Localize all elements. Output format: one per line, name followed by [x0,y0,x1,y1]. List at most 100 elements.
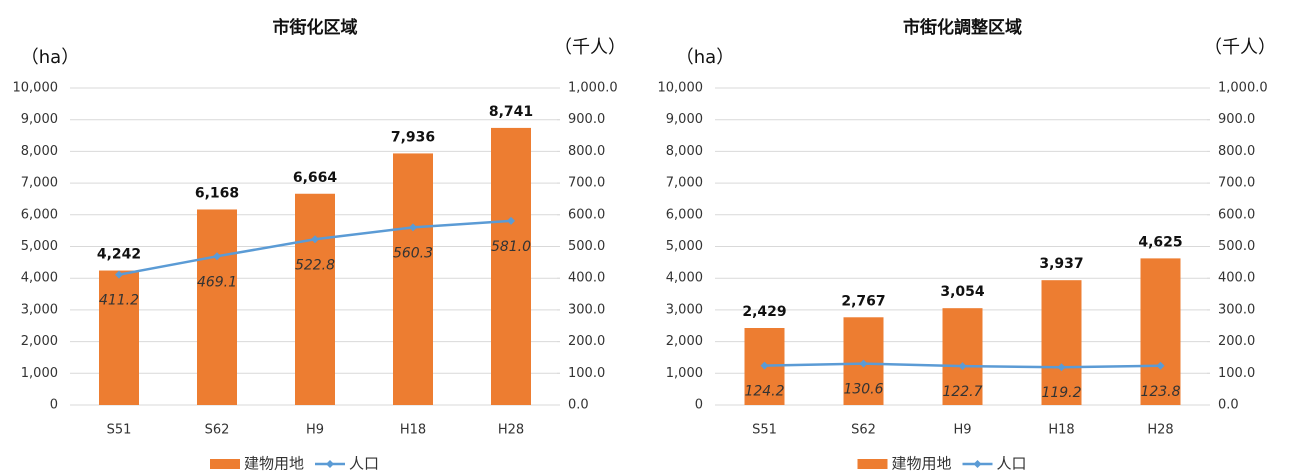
y-tick-label: 1,000 [666,366,703,381]
y-tick-label: 4,000 [21,271,58,286]
bar [99,270,139,405]
y2-tick-label: 500.0 [568,239,605,254]
bar-label: 6,664 [293,170,338,186]
y-tick-label: 0 [50,398,58,413]
y-axis-label: （ha） [21,47,79,68]
y2-tick-label: 700.0 [1218,176,1255,191]
bar [393,153,433,405]
bar-label: 4,242 [97,247,141,263]
y2-tick-label: 100.0 [568,366,605,381]
y2-tick-label: 200.0 [1218,334,1255,349]
line-label: 522.8 [295,257,335,273]
bar [942,308,983,405]
line-label: 130.6 [843,382,883,398]
bar [491,127,531,405]
bar [1041,280,1082,405]
y2-axis-label: （千人） [554,37,626,58]
legend-label: 建物用地 [892,455,952,473]
legend-swatch [210,459,240,469]
line-label: 469.1 [197,274,237,290]
y2-tick-label: 800.0 [1218,144,1255,159]
y-tick-label: 10,000 [13,81,59,96]
bar-label: 2,767 [841,293,885,309]
y2-tick-label: 900.0 [568,112,605,127]
y-tick-label: 2,000 [21,334,58,349]
y-tick-label: 7,000 [21,176,58,191]
bar [1140,258,1181,405]
legend-marker [326,460,334,468]
y-tick-label: 6,000 [666,207,703,222]
y-tick-label: 7,000 [666,176,703,191]
line-label: 124.2 [744,384,784,400]
y2-tick-label: 700.0 [568,176,605,191]
line-marker [507,216,515,225]
x-tick-label: S51 [107,423,132,438]
bar-label: 8,741 [489,104,533,120]
chart-title: 市街化調整区域 [903,17,1022,38]
y2-tick-label: 300.0 [1218,302,1255,317]
line-marker [311,235,319,244]
y-tick-label: 3,000 [666,302,703,317]
line-marker [115,270,123,279]
x-tick-label: H18 [1048,423,1074,438]
y2-tick-label: 1,000.0 [568,81,618,96]
legend-swatch [857,459,888,469]
bar-label: 3,937 [1039,256,1083,272]
line-label: 560.3 [393,245,433,261]
line-marker [859,359,868,368]
y-tick-label: 5,000 [666,239,703,254]
y2-tick-label: 200.0 [568,334,605,349]
y-tick-label: 2,000 [666,334,703,349]
x-tick-label: H28 [498,423,524,438]
legend-label: 建物用地 [244,455,304,473]
legend-marker [973,460,982,468]
x-tick-label: H28 [1147,423,1173,438]
x-tick-label: H9 [306,423,324,438]
y-tick-label: 10,000 [658,81,704,96]
y-tick-label: 4,000 [666,271,703,286]
y2-tick-label: 400.0 [1218,271,1255,286]
line-label: 122.7 [942,384,982,400]
line-marker [1057,363,1066,372]
line-label: 581.0 [491,239,531,255]
y-tick-label: 8,000 [21,144,58,159]
line-label: 119.2 [1041,385,1081,401]
y-tick-label: 5,000 [21,239,58,254]
y2-tick-label: 0.0 [568,398,589,413]
line-marker [958,362,967,371]
x-tick-label: S62 [851,423,876,438]
bar-label: 6,168 [195,185,239,201]
bar-label: 3,054 [940,284,985,300]
line-label: 123.8 [1140,384,1180,400]
y-tick-label: 3,000 [21,302,58,317]
legend-label: 人口 [997,455,1027,473]
line-marker [760,361,769,370]
bar-label: 7,936 [391,129,435,145]
y2-tick-label: 900.0 [1218,112,1255,127]
line-marker [1156,361,1165,370]
y2-tick-label: 100.0 [1218,366,1255,381]
y2-tick-label: 400.0 [568,271,605,286]
y2-tick-label: 500.0 [1218,239,1255,254]
chart-title: 市街化区域 [273,17,358,38]
bar-label: 4,625 [1138,234,1182,250]
y2-tick-label: 600.0 [568,207,605,222]
bar-label: 2,429 [742,304,786,320]
y2-tick-label: 600.0 [1218,207,1255,222]
bar [197,209,237,405]
x-tick-label: S62 [205,423,230,438]
y-axis-label: （ha） [676,47,734,68]
line-marker [213,252,221,261]
y2-tick-label: 300.0 [568,302,605,317]
bar [295,193,335,405]
y-tick-label: 6,000 [21,207,58,222]
line-label: 411.2 [99,293,139,309]
y2-tick-label: 0.0 [1218,398,1239,413]
legend-label: 人口 [349,455,379,473]
y-tick-label: 0 [695,398,703,413]
x-tick-label: H18 [400,423,426,438]
y-tick-label: 8,000 [666,144,703,159]
y-tick-label: 1,000 [21,366,58,381]
x-tick-label: H9 [953,423,971,438]
